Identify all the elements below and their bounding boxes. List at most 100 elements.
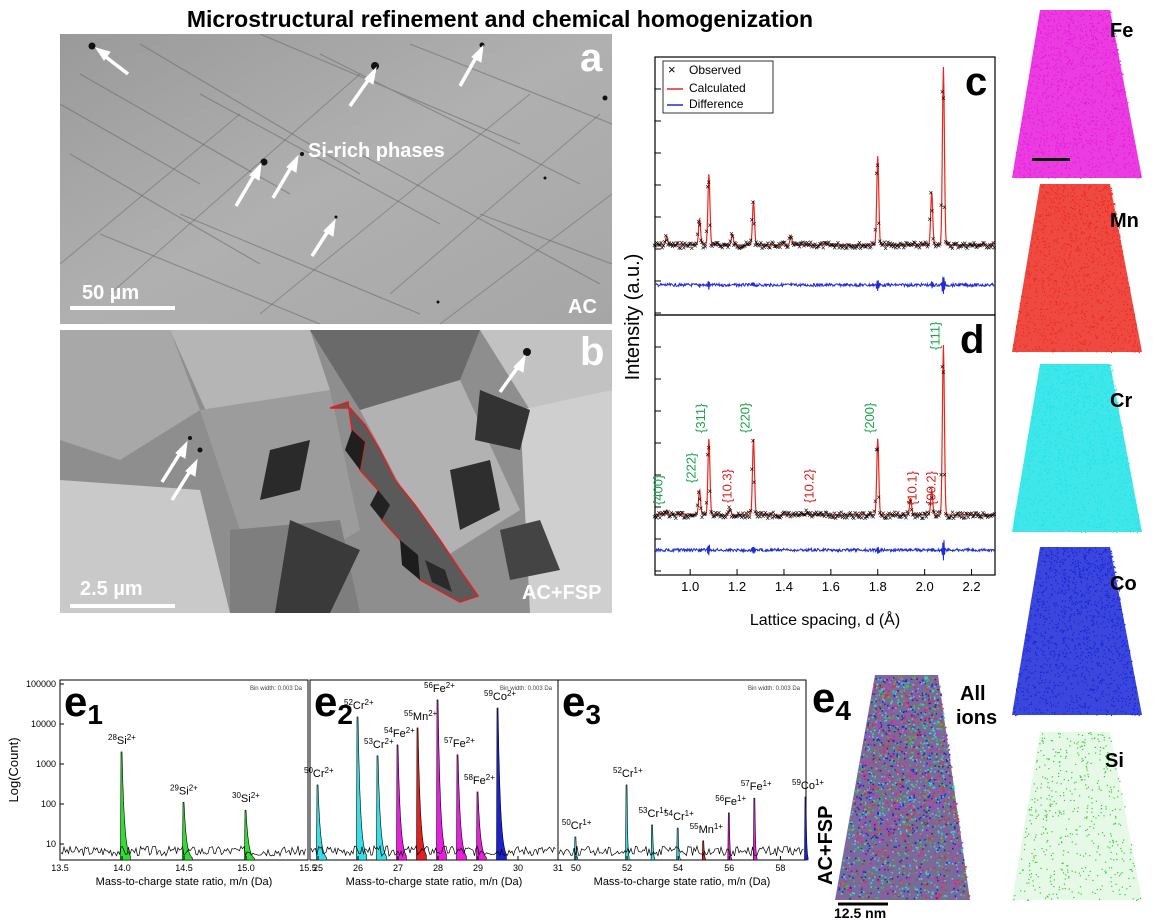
observed-point: × bbox=[897, 243, 902, 252]
observed-point: × bbox=[680, 509, 685, 518]
observed-point: × bbox=[978, 242, 983, 251]
apt-ion bbox=[1115, 389, 1117, 391]
observed-point: × bbox=[936, 242, 941, 251]
observed-point: × bbox=[936, 511, 941, 520]
observed-point: × bbox=[788, 232, 793, 241]
observed-point: × bbox=[781, 509, 786, 518]
observed-point: × bbox=[667, 512, 672, 521]
fcc-peak-label: {400} bbox=[651, 474, 666, 505]
observed-point: × bbox=[879, 239, 884, 248]
observed-point: × bbox=[851, 514, 856, 523]
apt-ion bbox=[1111, 192, 1113, 194]
observed-point: × bbox=[814, 244, 819, 253]
observed-point: × bbox=[736, 243, 741, 252]
observed-point: × bbox=[787, 234, 792, 243]
observed-point: × bbox=[703, 509, 708, 518]
apt-ion bbox=[1118, 227, 1121, 229]
observed-point: × bbox=[675, 239, 680, 248]
observed-point: × bbox=[828, 242, 833, 251]
observed-point: × bbox=[891, 242, 896, 251]
observed-point: × bbox=[652, 512, 657, 521]
observed-point: × bbox=[930, 207, 935, 216]
observed-point: × bbox=[655, 239, 660, 248]
observed-point: × bbox=[674, 514, 679, 523]
observed-point: × bbox=[934, 513, 939, 522]
observed-point: × bbox=[698, 236, 703, 245]
observed-point: × bbox=[861, 508, 866, 517]
observed-point: × bbox=[772, 242, 777, 251]
hcp-peak-label: {10.1} bbox=[905, 470, 920, 505]
observed-point: × bbox=[692, 239, 697, 248]
observed-point: × bbox=[702, 510, 707, 519]
observed-point: × bbox=[746, 240, 751, 249]
observed-point: × bbox=[961, 242, 966, 251]
sem-texture-a bbox=[60, 34, 612, 324]
observed-point: × bbox=[704, 227, 709, 236]
observed-point: × bbox=[960, 240, 965, 249]
observed-point: × bbox=[880, 512, 885, 521]
x-tick-label: 1.4 bbox=[775, 579, 793, 594]
sem-texture-b bbox=[60, 330, 612, 613]
observed-point: × bbox=[693, 510, 698, 519]
observed-point: × bbox=[896, 508, 901, 517]
observed-point: × bbox=[858, 509, 863, 518]
observed-point: × bbox=[919, 240, 924, 249]
apt-map-co: Co bbox=[1010, 545, 1150, 720]
observed-point: × bbox=[703, 242, 708, 251]
observed-point: × bbox=[829, 510, 834, 519]
observed-point: × bbox=[697, 495, 702, 504]
observed-point: × bbox=[966, 242, 971, 251]
observed-point: × bbox=[966, 513, 971, 522]
difference-curve bbox=[654, 540, 996, 561]
observed-point: × bbox=[859, 513, 864, 522]
observed-point: × bbox=[845, 514, 850, 523]
apt-ion bbox=[1119, 234, 1121, 236]
observed-point: × bbox=[935, 239, 940, 248]
observed-point: × bbox=[847, 241, 852, 250]
fcc-peak-label: {200} bbox=[862, 402, 877, 433]
observed-point: × bbox=[782, 508, 787, 517]
apt-ion bbox=[1116, 531, 1118, 534]
observed-point: × bbox=[867, 509, 872, 518]
observed-point: × bbox=[836, 239, 841, 248]
observed-point: × bbox=[760, 508, 765, 517]
observed-point: × bbox=[794, 240, 799, 249]
observed-point: × bbox=[691, 511, 696, 520]
observed-point: × bbox=[951, 514, 956, 523]
apt-map-mn: Mn bbox=[1010, 182, 1150, 357]
observed-point: × bbox=[712, 512, 717, 521]
observed-point: × bbox=[744, 238, 749, 247]
observed-point: × bbox=[917, 512, 922, 521]
scale-label-a: 50 µm bbox=[82, 282, 140, 304]
observed-point: × bbox=[931, 234, 936, 243]
observed-point: × bbox=[810, 512, 815, 521]
apt-ion bbox=[1114, 385, 1116, 387]
observed-point: × bbox=[905, 239, 910, 248]
observed-point: × bbox=[968, 510, 973, 519]
observed-point: × bbox=[764, 241, 769, 250]
observed-point: × bbox=[658, 241, 663, 250]
observed-point: × bbox=[890, 511, 895, 520]
observed-point: × bbox=[991, 239, 996, 248]
observed-point: × bbox=[676, 238, 681, 247]
observed-point: × bbox=[944, 511, 949, 520]
observed-point: × bbox=[957, 512, 962, 521]
observed-point: × bbox=[926, 240, 931, 249]
apt-ion bbox=[1138, 714, 1140, 717]
observed-point: × bbox=[969, 241, 974, 250]
observed-point: × bbox=[747, 239, 752, 248]
x-tick-label: 1.6 bbox=[822, 579, 840, 594]
observed-point: × bbox=[838, 242, 843, 251]
observed-point: × bbox=[743, 514, 748, 523]
observed-point: × bbox=[967, 509, 972, 518]
observed-point: × bbox=[757, 241, 762, 250]
observed-point: × bbox=[802, 242, 807, 251]
observed-point: × bbox=[901, 509, 906, 518]
observed-point: × bbox=[940, 362, 945, 371]
observed-point: × bbox=[868, 509, 873, 518]
apt-ion bbox=[1117, 49, 1119, 51]
observed-point: × bbox=[900, 241, 905, 250]
observed-point: × bbox=[710, 242, 715, 251]
observed-point: × bbox=[743, 241, 748, 250]
observed-point: × bbox=[672, 512, 677, 521]
